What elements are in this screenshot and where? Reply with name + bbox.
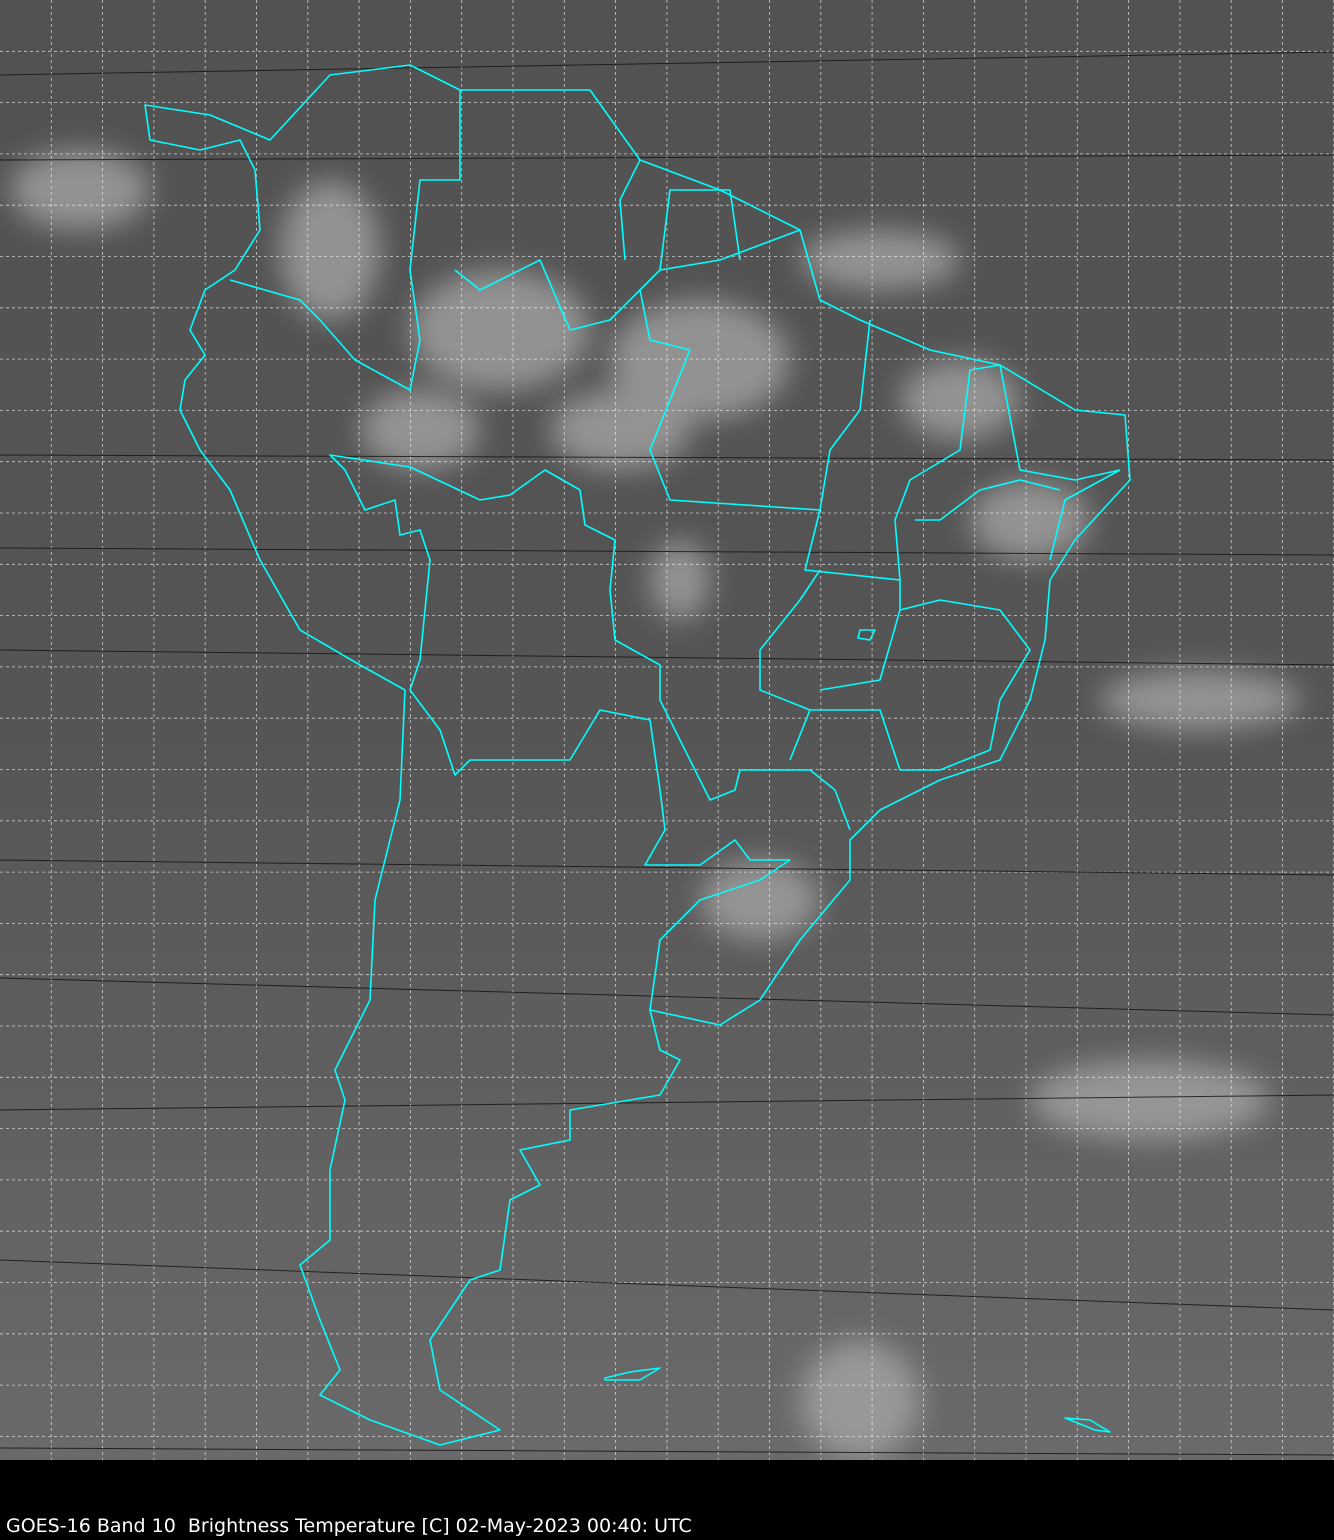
scan-lines bbox=[0, 51, 1334, 1456]
grid-lines bbox=[0, 0, 1334, 1460]
state-borders bbox=[759, 469, 1121, 771]
satellite-image bbox=[0, 0, 1334, 1460]
cloud-features bbox=[10, 150, 1300, 1460]
image-caption: GOES-16 Band 10 Brightness Temperature [… bbox=[6, 1515, 692, 1537]
country-borders bbox=[229, 90, 1121, 1011]
coastline-south-america bbox=[144, 64, 1131, 1446]
south-georgia bbox=[1064, 1417, 1111, 1433]
falkland-islands bbox=[604, 1367, 661, 1381]
imagery-background bbox=[0, 0, 1334, 1460]
